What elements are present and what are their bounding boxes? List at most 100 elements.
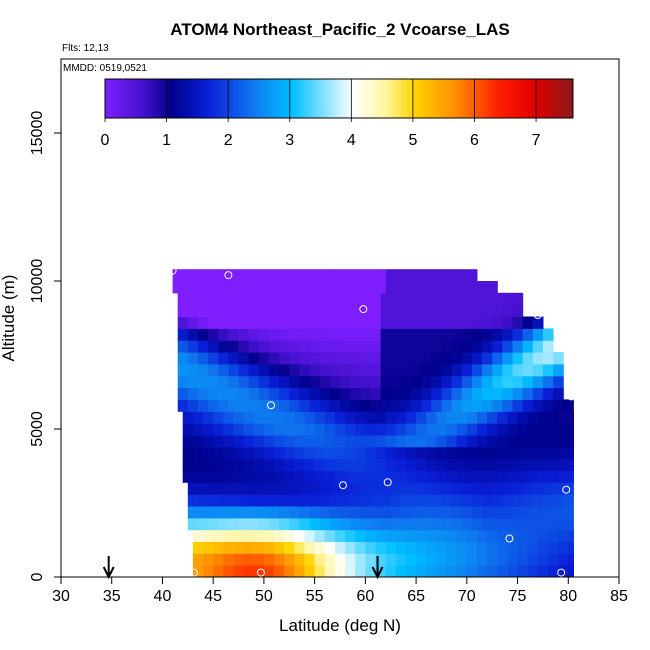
heatmap-cell — [284, 281, 295, 294]
heatmap-cell — [360, 387, 371, 400]
heatmap-cell — [269, 292, 280, 306]
heatmap-cell — [319, 399, 331, 412]
heatmap-cell — [218, 316, 229, 329]
heatmap-cell — [228, 352, 240, 365]
heatmap-cell — [294, 553, 305, 566]
heatmap-cell — [274, 269, 285, 282]
heatmap-cell — [329, 482, 341, 495]
heatmap-cell — [553, 517, 564, 531]
heatmap-cell — [517, 434, 529, 448]
heatmap-cell — [324, 470, 336, 483]
heatmap-cell — [507, 541, 519, 554]
x-tick-label: 80 — [559, 588, 577, 605]
heatmap-cell — [238, 316, 250, 329]
heatmap-cell — [416, 411, 427, 424]
heatmap-cell — [446, 269, 458, 282]
heatmap-cell — [309, 316, 321, 329]
heatmap-cell — [461, 316, 473, 329]
heatmap-cell — [527, 423, 539, 436]
heatmap-cell — [395, 434, 407, 448]
heatmap-cell — [385, 446, 397, 460]
heatmap-cell — [421, 352, 432, 365]
heatmap-cell — [284, 458, 295, 471]
heatmap-cell — [198, 340, 209, 353]
heatmap-cell — [497, 411, 508, 424]
heatmap-cell — [390, 328, 402, 341]
heatmap-cell — [482, 375, 493, 389]
heatmap-cell — [279, 352, 290, 365]
heatmap-cell — [258, 375, 270, 389]
heatmap-cell — [263, 423, 275, 436]
heatmap-cell — [243, 269, 255, 282]
heatmap-cell — [405, 434, 417, 448]
heatmap-cell — [548, 458, 559, 471]
heatmap-cell — [299, 387, 311, 400]
heatmap-cell — [340, 482, 351, 495]
heatmap-cell — [370, 399, 382, 412]
heatmap-cell — [360, 506, 371, 519]
heatmap-cell — [441, 375, 453, 389]
heatmap-cell — [390, 517, 402, 531]
heatmap-cell — [375, 269, 387, 282]
heatmap-cell — [182, 470, 194, 483]
heatmap-cell — [512, 517, 524, 531]
heatmap-cell — [375, 423, 387, 436]
heatmap-cell — [553, 494, 564, 507]
heatmap-cell — [477, 470, 488, 483]
heatmap-cell — [355, 411, 366, 424]
heatmap-cell — [421, 304, 432, 318]
heatmap-cell — [446, 458, 458, 471]
heatmap-cell — [172, 269, 184, 282]
heatmap-cell — [284, 565, 295, 577]
heatmap-cell — [411, 517, 422, 531]
heatmap-cell — [461, 292, 473, 306]
heatmap-cell — [213, 281, 224, 294]
heatmap-cell — [441, 292, 453, 306]
heatmap-cell — [208, 352, 219, 365]
heatmap-cell — [360, 292, 371, 306]
y-tick-label: 10000 — [29, 259, 46, 304]
heatmap-cell — [319, 292, 331, 306]
x-tick-label: 50 — [255, 588, 273, 605]
heatmap-cell — [375, 434, 387, 448]
heatmap-cell — [314, 411, 326, 424]
heatmap-cell — [507, 446, 519, 460]
heatmap-cell — [456, 434, 468, 448]
heatmap-cell — [198, 328, 209, 341]
heatmap-cell — [289, 517, 300, 531]
heatmap-cell — [228, 328, 240, 341]
heatmap-cell — [187, 292, 199, 306]
sample-marker — [533, 311, 542, 319]
heatmap-cells — [172, 269, 574, 577]
heatmap-cell — [213, 434, 224, 448]
colorbar-tick-label: 6 — [470, 132, 479, 149]
heatmap-cell — [243, 446, 255, 460]
heatmap-cell — [390, 316, 402, 329]
sample-marker — [383, 478, 392, 487]
heatmap-cell — [208, 494, 219, 507]
heatmap-cell — [431, 304, 442, 318]
heatmap-cell — [497, 529, 508, 542]
heatmap-cell — [299, 399, 311, 412]
heatmap-cell — [532, 352, 544, 365]
heatmap-cell — [248, 387, 260, 400]
heatmap-cell — [208, 375, 219, 389]
heatmap-cell — [198, 352, 209, 365]
heatmap-cell — [487, 434, 498, 448]
heatmap-cell — [238, 387, 250, 400]
heatmap-cell — [426, 434, 437, 448]
heatmap-cell — [304, 281, 316, 294]
heatmap-cell — [416, 541, 427, 554]
heatmap-cell — [537, 529, 549, 542]
heatmap-cell — [416, 423, 427, 436]
heatmap-cell — [279, 316, 290, 329]
heatmap-cell — [522, 506, 534, 519]
heatmap-cell — [466, 434, 478, 448]
heatmap-cell — [390, 399, 402, 412]
heatmap-cell — [380, 340, 392, 353]
heatmap-cell — [421, 363, 432, 377]
heatmap-cell — [304, 434, 316, 448]
heatmap-cell — [304, 269, 316, 282]
heatmap-cell — [400, 304, 412, 318]
heatmap-cell — [258, 517, 270, 531]
